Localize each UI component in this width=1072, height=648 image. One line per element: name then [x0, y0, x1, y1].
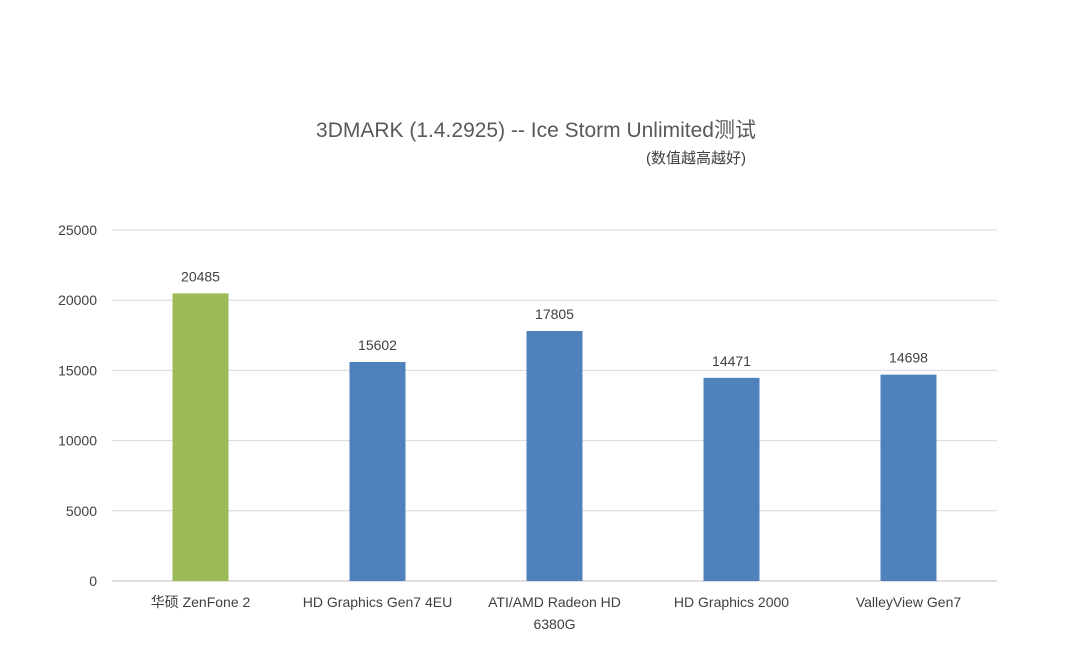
data-label: 14698: [889, 350, 928, 366]
x-tick-label: HD Graphics 2000: [674, 594, 789, 610]
y-axis-ticks: 0 5000 10000 15000 20000 25000: [58, 222, 97, 589]
x-tick-label: ATI/AMD Radeon HD 6380G: [488, 594, 621, 632]
x-axis-labels: 华硕 ZenFone 2 HD Graphics Gen7 4EU ATI/AMD …: [151, 594, 962, 632]
chart-subtitle: (数值越高越好): [646, 150, 746, 167]
data-label: 17805: [535, 306, 574, 322]
y-tick-label: 20000: [58, 292, 97, 308]
y-tick-label: 25000: [58, 222, 97, 238]
data-label: 15602: [358, 337, 397, 353]
data-label: 20485: [181, 268, 220, 284]
bar: [172, 293, 229, 581]
chart-title: 3DMARK (1.4.2925) -- Ice Storm Unlimited…: [316, 119, 756, 142]
y-tick-label: 15000: [58, 362, 97, 378]
y-tick-label: 0: [89, 573, 97, 589]
bar: [349, 361, 406, 581]
bar: [703, 377, 760, 581]
bar: [526, 331, 583, 581]
bar: [880, 374, 937, 581]
x-tick-label: HD Graphics Gen7 4EU: [303, 594, 452, 610]
x-tick-label: 华硕 ZenFone 2: [151, 594, 251, 610]
data-label: 14471: [712, 353, 751, 369]
y-tick-label: 5000: [66, 503, 97, 519]
data-labels: 20485 15602 17805 14471 14698: [181, 268, 928, 368]
bars: [172, 293, 937, 581]
y-tick-label: 10000: [58, 433, 97, 449]
x-tick-label: ValleyView Gen7: [856, 594, 962, 610]
